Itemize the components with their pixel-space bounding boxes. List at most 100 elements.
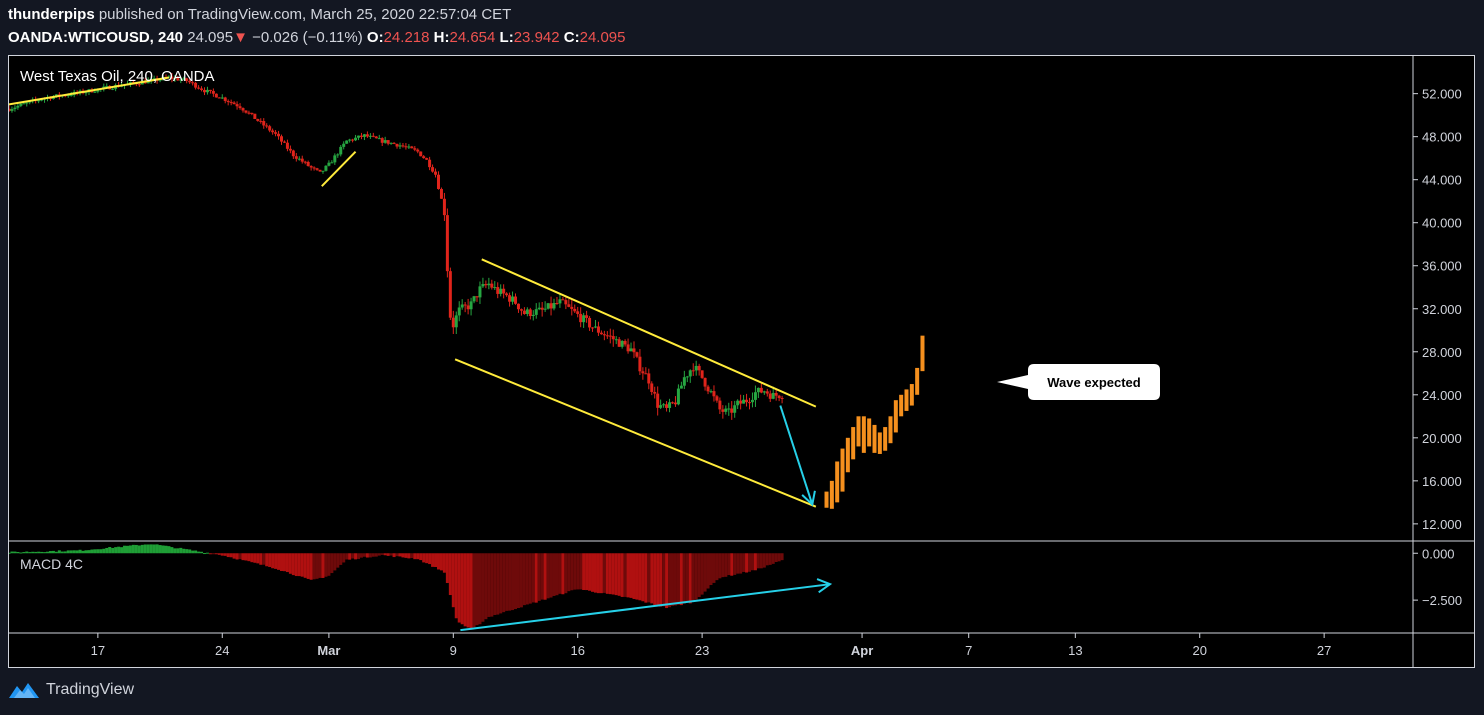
macd-bar xyxy=(434,553,438,568)
macd-bar xyxy=(508,553,512,611)
macd-bar xyxy=(410,553,414,559)
macd-bar xyxy=(700,553,704,595)
candle-body xyxy=(336,154,340,156)
macd-bar xyxy=(368,553,372,558)
candle-body xyxy=(588,317,592,328)
macd-bar xyxy=(84,550,88,554)
candle-body xyxy=(481,284,485,287)
macd-bar xyxy=(161,545,165,554)
macd-bar xyxy=(745,553,749,573)
macd-bar xyxy=(182,548,186,554)
macd-bar xyxy=(93,549,97,554)
candle-body xyxy=(152,78,156,80)
macd-bar xyxy=(377,553,381,556)
brand-name: TradingView xyxy=(46,681,135,698)
macd-bar xyxy=(448,553,452,596)
chart-canvas[interactable]: 52.000 48.000 44.000 40.000 36.000 32.000 28.0… xyxy=(9,56,1474,667)
candle-body xyxy=(294,156,298,159)
candle-body xyxy=(167,76,171,78)
candle-body xyxy=(599,332,603,335)
candle-body xyxy=(229,101,233,103)
candle-body xyxy=(697,365,701,371)
candle-body xyxy=(585,315,589,318)
candle-body xyxy=(306,161,310,166)
macd-bar xyxy=(87,550,91,554)
macd-bar xyxy=(762,553,766,568)
high-value: 24.654 xyxy=(449,29,496,46)
macd-bar xyxy=(463,553,467,627)
macd-bar xyxy=(202,553,206,555)
macd-bar xyxy=(327,553,331,576)
candle-body xyxy=(650,383,654,392)
macd-bar xyxy=(502,553,506,613)
macd-bar xyxy=(75,550,79,554)
macd-bar xyxy=(333,553,337,571)
candle-body xyxy=(611,336,615,340)
candle-body xyxy=(522,310,526,314)
macd-bar xyxy=(697,553,701,598)
macd-bar xyxy=(244,553,248,561)
candle-body xyxy=(745,399,749,403)
macd-bar xyxy=(469,553,473,630)
time-tick-label: 24 xyxy=(215,643,229,658)
price-tick-label: 40.000 xyxy=(1422,216,1462,231)
macd-bar xyxy=(425,553,429,564)
macd-bar xyxy=(128,545,132,554)
macd-bar xyxy=(200,551,204,554)
candle-body xyxy=(543,308,547,310)
macd-bar xyxy=(715,553,719,581)
projection-bar xyxy=(845,437,850,473)
macd-bar xyxy=(668,553,672,608)
candle-body xyxy=(670,402,674,404)
macd-bar xyxy=(238,553,242,560)
projection-bar xyxy=(883,427,888,451)
candle-body xyxy=(238,106,242,109)
candle-body xyxy=(511,296,515,302)
macd-bar xyxy=(721,553,725,578)
candle-body xyxy=(777,395,781,398)
macd-bar xyxy=(167,546,171,554)
candle-body xyxy=(300,158,304,162)
macd-bar xyxy=(454,553,458,619)
candle-body xyxy=(291,150,295,157)
annotation-text: Wave expected xyxy=(1047,375,1141,390)
macd-bar xyxy=(108,546,112,554)
macd-bar xyxy=(321,553,325,578)
candle-body xyxy=(428,159,432,168)
macd-bar xyxy=(505,553,509,611)
candle-body xyxy=(137,84,141,86)
macd-bar xyxy=(679,553,683,606)
macd-bar xyxy=(617,553,621,596)
candle-body xyxy=(9,108,11,111)
macd-bar xyxy=(487,553,491,617)
macd-bar xyxy=(345,553,349,560)
annotation-callout[interactable]: Wave expected xyxy=(997,364,1160,400)
macd-bar xyxy=(656,553,660,606)
candle-body xyxy=(561,299,565,301)
candle-body xyxy=(93,91,97,93)
macd-bar xyxy=(561,553,565,595)
publisher-name[interactable]: thunderpips xyxy=(8,6,95,23)
macd-bar xyxy=(742,553,746,572)
price-tick-label: 20.000 xyxy=(1422,431,1462,446)
tradingview-brand[interactable]: TradingView xyxy=(8,680,134,700)
macd-bar xyxy=(638,553,642,601)
candle-body xyxy=(247,112,251,114)
macd-bar xyxy=(96,549,100,554)
candle-body xyxy=(576,311,580,314)
macd-bar xyxy=(422,553,426,563)
candle-body xyxy=(19,103,23,106)
macd-bar xyxy=(348,553,352,560)
macd-bar xyxy=(37,551,41,554)
macd-bar xyxy=(149,544,153,554)
candle-body xyxy=(463,304,467,306)
candle-body xyxy=(13,107,17,110)
price-tick-label: 16.000 xyxy=(1422,474,1462,489)
candle-body xyxy=(703,377,707,387)
candle-body xyxy=(66,95,70,97)
time-tick-label: 20 xyxy=(1192,643,1206,658)
candle-body xyxy=(484,284,488,286)
macd-bar xyxy=(602,553,606,593)
chart-frame[interactable]: 52.000 48.000 44.000 40.000 36.000 32.000 28.0… xyxy=(8,55,1475,668)
candle-body xyxy=(457,307,461,316)
